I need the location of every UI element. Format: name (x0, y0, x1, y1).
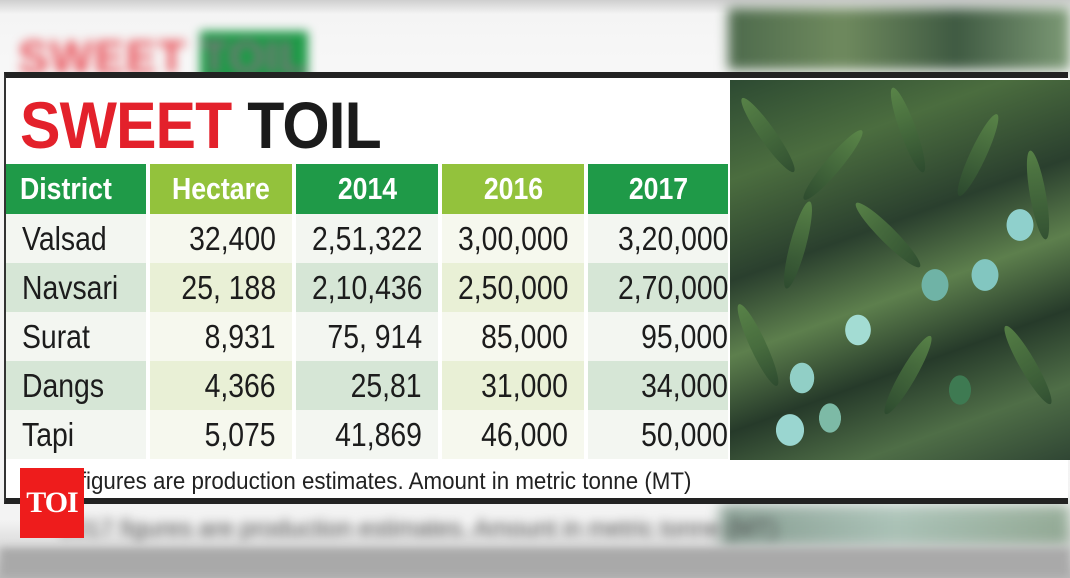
cell-2016: 2,50,000 (442, 263, 584, 312)
leaf-shape (998, 322, 1058, 408)
cell-district: Surat (6, 312, 146, 361)
leaf-shape (878, 332, 938, 418)
blurred-photo-bottom (720, 505, 1070, 545)
mango-tree-photo (730, 80, 1070, 460)
cell-2016: 46,000 (442, 410, 584, 459)
cell-2014: 75, 914 (296, 312, 438, 361)
cell-2017: 3,20,000 (588, 214, 728, 263)
infographic-card: SWEET TOIL District Hectare 2014 2016 20… (4, 72, 1070, 504)
cell-2014: 2,51,322 (296, 214, 438, 263)
cell-2016: 3,00,000 (442, 214, 584, 263)
leaf-shape (797, 125, 869, 205)
cell-2016: 85,000 (442, 312, 584, 361)
leaf-shape (731, 300, 785, 390)
infographic-title: SWEET TOIL (20, 88, 382, 162)
table-row: Dangs 4,366 25,81 31,000 34,000 (6, 361, 728, 410)
cell-2017: 34,000 (588, 361, 728, 410)
table-header-row: District Hectare 2014 2016 2017 (6, 164, 728, 214)
header-hectare: Hectare (150, 164, 292, 214)
leaf-shape (885, 84, 931, 176)
blurred-bottom-bar (0, 548, 1070, 578)
title-black-part: TOIL (247, 88, 381, 162)
cell-hectare: 25, 188 (150, 263, 292, 312)
cell-2017: 95,000 (588, 312, 728, 361)
table-row: Surat 8,931 75, 914 85,000 95,000 (6, 312, 728, 361)
cell-district: Dangs (6, 361, 146, 410)
cell-district: Valsad (6, 214, 146, 263)
cell-2014: 25,81 (296, 361, 438, 410)
cell-district: Navsari (6, 263, 146, 312)
toi-logo: TOI (20, 468, 84, 538)
leaf-shape (778, 199, 818, 291)
toi-logo-text: TOI (26, 486, 78, 519)
table-row: Tapi 5,075 41,869 46,000 50,000 (6, 410, 728, 459)
blurred-footnote: 2017 figures are production estimates. A… (60, 515, 778, 542)
title-red-part: SWEET (20, 88, 232, 162)
cell-hectare: 5,075 (150, 410, 292, 459)
cell-hectare: 32,400 (150, 214, 292, 263)
production-table: District Hectare 2014 2016 2017 Valsad 3… (6, 164, 728, 459)
cell-district: Tapi (6, 410, 146, 459)
cell-2014: 2,10,436 (296, 263, 438, 312)
cell-hectare: 4,366 (150, 361, 292, 410)
table-row: Valsad 32,400 2,51,322 3,00,000 3,20,000 (6, 214, 728, 263)
leaf-shape (1022, 149, 1054, 241)
header-2017: 2017 (588, 164, 728, 214)
cell-2017: 2,70,000 (588, 263, 728, 312)
leaf-shape (735, 93, 801, 177)
table-row: Navsari 25, 188 2,10,436 2,50,000 2,70,0… (6, 263, 728, 312)
header-2016: 2016 (442, 164, 584, 214)
blurred-photo-top (728, 8, 1070, 70)
header-district: District (6, 164, 146, 214)
leaf-shape (850, 197, 926, 273)
cell-2014: 41,869 (296, 410, 438, 459)
leaf-shape (951, 110, 1005, 200)
footnote: 2017 figures are production estimates. A… (24, 468, 692, 495)
cell-2016: 31,000 (442, 361, 584, 410)
header-2014: 2014 (296, 164, 438, 214)
cell-hectare: 8,931 (150, 312, 292, 361)
cell-2017: 50,000 (588, 410, 728, 459)
